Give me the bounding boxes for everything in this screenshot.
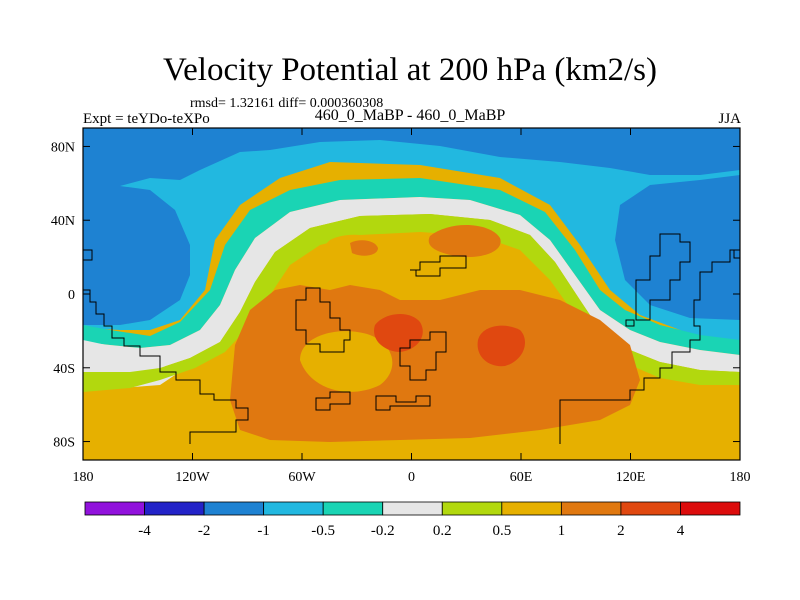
colorbar-label: 1 [558, 523, 566, 539]
colorbar-box [144, 501, 205, 516]
coastline-central-2 [410, 255, 467, 277]
coastline-west-continent [83, 289, 249, 444]
contour-fill [83, 128, 740, 460]
coastline-central-4 [315, 391, 351, 411]
colorbar-labels: -4 -2 -1 -0.5 -0.2 0.2 0.5 1 2 4 [138, 523, 684, 539]
y-tick-label: 80N [51, 140, 75, 155]
y-tick-label: 40N [51, 214, 75, 229]
coastlines [83, 233, 740, 444]
colorbar-box [620, 501, 681, 516]
colorbar-label: 2 [617, 523, 625, 539]
core-red-2 [477, 325, 525, 367]
colorbar-box [263, 501, 324, 516]
colorbar-box [501, 501, 562, 516]
colorbar-box [382, 501, 443, 516]
colorbar-label: -0.5 [311, 523, 335, 539]
colorbar-label: -4 [138, 523, 151, 539]
band-north-blue [83, 128, 740, 186]
core-red-1 [374, 314, 423, 352]
band-turquoise [83, 178, 740, 355]
x-tick-label: 120E [616, 470, 646, 485]
coastline-east-4 [733, 249, 740, 259]
band-neutral [83, 197, 740, 372]
colorbar-label: -1 [257, 523, 270, 539]
x-tick-label: 180 [730, 470, 751, 485]
x-tick-label: 0 [408, 470, 415, 485]
experiment-label: Expt = teYDo-teXPo [83, 111, 210, 127]
colorbar-label: 4 [677, 523, 685, 539]
coastline-west-island [83, 249, 93, 261]
x-tick-label: 180 [73, 470, 94, 485]
stats-line: rmsd= 1.32161 diff= 0.000360308 [190, 96, 384, 111]
colorbar-box [322, 501, 384, 516]
band-green [83, 214, 740, 392]
y-tick-label: 40S [53, 362, 75, 377]
band-east-blue [615, 175, 740, 320]
colorbar-label: 0.5 [492, 523, 511, 539]
coastline-central-1 [295, 287, 351, 353]
patch-orange-north [350, 240, 378, 256]
y-tick-label: 0 [68, 288, 75, 303]
axis-ticks [82, 128, 741, 460]
coastline-east-2 [635, 233, 691, 321]
axis-labels: 180 120W 60W 0 60E 120E 180 80N 40N 0 40S 80S [51, 140, 751, 485]
x-tick-label: 120W [175, 470, 210, 485]
band-west-blue [83, 186, 190, 325]
colorbar-box [680, 501, 741, 516]
colorbar-box [441, 501, 503, 516]
coastline-east-3 [625, 319, 635, 327]
band-north-light-blue [83, 128, 740, 352]
colorbar-box [84, 501, 145, 516]
season-label: JJA [718, 111, 741, 127]
colorbar-box [203, 501, 265, 516]
patch-yellow-1 [300, 331, 393, 392]
chart-title: Velocity Potential at 200 hPa (km2/s) [162, 52, 658, 88]
colorbar [84, 501, 741, 516]
colorbar-label: 0.2 [433, 523, 452, 539]
y-tick-label: 80S [53, 436, 75, 451]
colorbar-box [560, 501, 622, 516]
colorbar-label: -2 [198, 523, 211, 539]
case-label: 460_0_MaBP - 460_0_MaBP [314, 107, 506, 124]
band-orange [230, 285, 640, 442]
colorbar-label: -0.2 [371, 523, 395, 539]
coastline-central-3 [399, 331, 447, 381]
coastline-central-5 [375, 395, 431, 411]
x-tick-label: 60E [510, 470, 533, 485]
x-tick-label: 60W [288, 470, 316, 485]
coastline-east-continent [559, 249, 740, 444]
patch-orange-ne [428, 224, 501, 258]
